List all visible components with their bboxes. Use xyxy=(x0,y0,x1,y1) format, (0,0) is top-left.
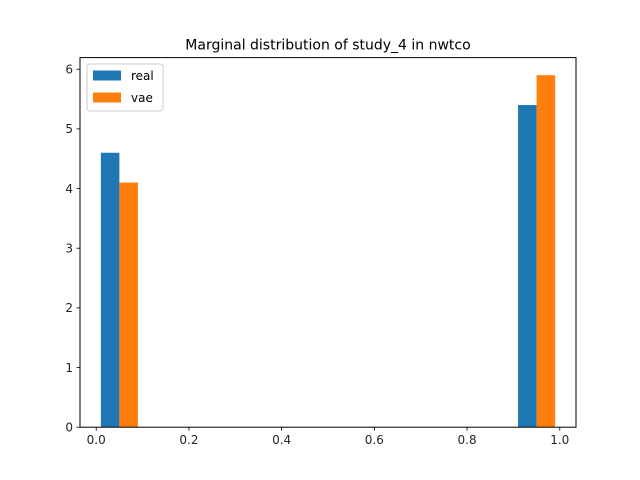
x-axis: 0.0 0.2 0.4 0.6 0.8 1.0 xyxy=(87,427,569,447)
y-tick-label: 0 xyxy=(65,421,73,435)
y-tick-label: 2 xyxy=(65,301,73,315)
legend-swatch-real xyxy=(93,70,121,81)
y-tick-label: 6 xyxy=(65,63,73,77)
x-tick-label: 0.4 xyxy=(272,433,291,447)
chart-title: Marginal distribution of study_4 in nwtc… xyxy=(185,38,470,54)
y-tick-label: 4 xyxy=(65,182,73,196)
bar-real-0 xyxy=(100,152,120,428)
legend-label-vae: vae xyxy=(131,91,153,105)
plot-frame xyxy=(79,57,577,428)
x-tick-label: 0.2 xyxy=(179,433,198,447)
legend-label-real: real xyxy=(131,69,154,83)
legend-swatch-vae xyxy=(93,92,121,103)
x-tick-label: 0.8 xyxy=(458,433,477,447)
legend: real vae xyxy=(86,63,164,112)
y-tick-label: 5 xyxy=(65,122,73,136)
x-tick-label: 1.0 xyxy=(550,433,569,447)
x-tick-label: 0.0 xyxy=(87,433,106,447)
y-tick-label: 1 xyxy=(65,361,73,375)
bar-vae-1 xyxy=(536,75,556,428)
bars-layer xyxy=(100,75,556,428)
y-tick-label: 3 xyxy=(65,242,73,256)
bar-vae-0 xyxy=(119,182,138,428)
x-tick-label: 0.6 xyxy=(365,433,384,447)
y-axis: 0 1 2 3 4 5 6 xyxy=(65,63,80,435)
bar-real-1 xyxy=(518,105,537,428)
